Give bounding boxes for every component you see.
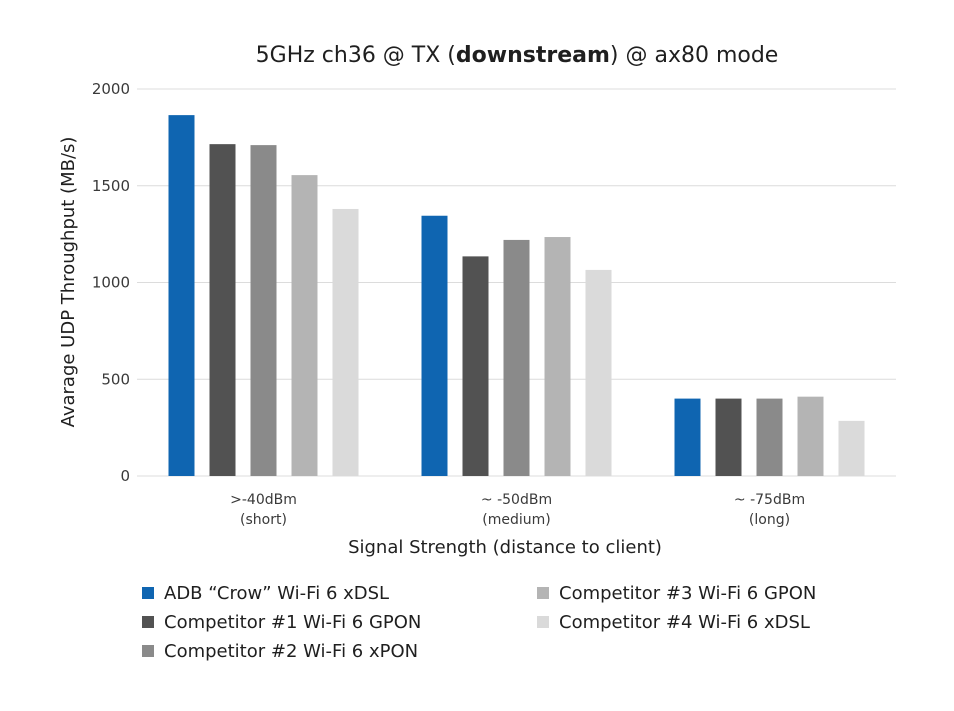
- bar-series1-cat2: [421, 215, 448, 476]
- y-tick-label: 2000: [92, 80, 130, 98]
- x-category-sublabel: (medium): [482, 512, 550, 528]
- x-category-sublabel: (short): [240, 512, 287, 528]
- legend-swatch: [142, 587, 154, 599]
- legend-item-label: Competitor #1 Wi-Fi 6 GPON: [164, 612, 421, 633]
- bar-series5-cat3: [838, 420, 865, 476]
- legend-item-label: Competitor #2 Wi-Fi 6 xPON: [164, 641, 418, 662]
- bar-series1-cat3: [674, 398, 701, 476]
- bar-series4-cat3: [797, 396, 824, 476]
- bar-series2-cat2: [462, 256, 489, 476]
- legend-swatch: [142, 616, 154, 628]
- legend: ADB “Crow” Wi-Fi 6 xDSL Competitor #1 Wi-…: [142, 583, 816, 662]
- bar-series4-cat1: [291, 175, 318, 477]
- x-category-label: ~ -75dBm: [734, 492, 805, 508]
- bar-series2-cat1: [209, 144, 236, 476]
- legend-swatch: [142, 645, 154, 657]
- bar-series3-cat1: [250, 145, 277, 477]
- chart-title-prefix: 5GHz ch36 @ TX (: [256, 43, 456, 68]
- bar-series2-cat3: [715, 398, 742, 476]
- chart-title-bold: downstream: [456, 43, 610, 68]
- bar-series5-cat1: [332, 208, 359, 476]
- bar-series5-cat2: [585, 269, 612, 476]
- x-category-sublabel: (long): [749, 512, 790, 528]
- legend-item-label: Competitor #4 Wi-Fi 6 xDSL: [559, 612, 810, 633]
- chart-title: 5GHz ch36 @ TX (downstream) @ ax80 mode: [256, 43, 779, 68]
- legend-item-label: ADB “Crow” Wi-Fi 6 xDSL: [164, 583, 389, 604]
- bar-series3-cat3: [756, 398, 783, 476]
- bar-series4-cat2: [544, 237, 571, 476]
- bar-series1-cat1: [168, 115, 195, 476]
- chart-title-suffix: ) @ ax80 mode: [610, 43, 778, 68]
- x-category-label: >-40dBm: [230, 492, 297, 508]
- y-tick-label: 1500: [92, 177, 130, 195]
- y-axis-title: Avarage UDP Throughput (MB/s): [58, 137, 79, 428]
- legend-item-label: Competitor #3 Wi-Fi 6 GPON: [559, 583, 816, 604]
- y-tick-label: 1000: [92, 274, 130, 292]
- y-axis-ticks: 0 500 1000 1500 2000: [92, 80, 130, 485]
- bar-series3-cat2: [503, 239, 530, 476]
- legend-swatch: [537, 587, 549, 599]
- y-tick-label: 0: [120, 467, 130, 485]
- x-category-label: ~ -50dBm: [481, 492, 552, 508]
- x-axis-title: Signal Strength (distance to client): [348, 537, 662, 558]
- x-axis-categories: >-40dBm (short) ~ -50dBm (medium) ~ -75dBm (l…: [230, 492, 805, 528]
- y-tick-label: 500: [101, 370, 130, 388]
- legend-swatch: [537, 616, 549, 628]
- bars: [168, 115, 865, 477]
